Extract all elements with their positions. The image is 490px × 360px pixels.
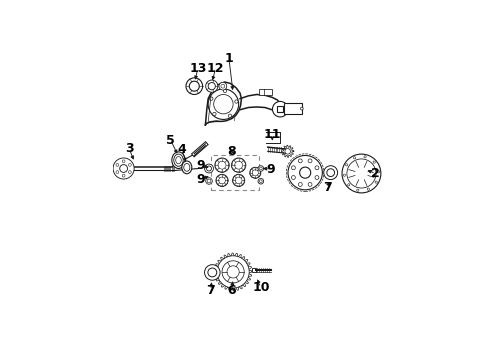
Circle shape bbox=[272, 102, 288, 117]
Circle shape bbox=[292, 176, 295, 180]
Circle shape bbox=[128, 163, 131, 166]
Circle shape bbox=[213, 112, 216, 116]
Circle shape bbox=[222, 261, 244, 283]
Circle shape bbox=[227, 266, 239, 278]
Circle shape bbox=[215, 158, 229, 172]
Circle shape bbox=[377, 171, 380, 173]
Circle shape bbox=[122, 160, 125, 163]
Circle shape bbox=[223, 89, 226, 93]
Ellipse shape bbox=[176, 157, 181, 164]
Circle shape bbox=[288, 156, 322, 190]
Text: 7: 7 bbox=[207, 284, 215, 297]
Circle shape bbox=[258, 166, 264, 171]
Bar bbox=[259, 89, 272, 95]
Circle shape bbox=[308, 159, 312, 163]
Text: 2: 2 bbox=[371, 167, 380, 180]
Circle shape bbox=[375, 181, 377, 183]
Text: 13: 13 bbox=[189, 62, 207, 75]
Circle shape bbox=[219, 82, 227, 90]
Circle shape bbox=[221, 84, 225, 88]
Polygon shape bbox=[205, 82, 242, 125]
Text: 7: 7 bbox=[323, 181, 332, 194]
Bar bbox=[284, 103, 302, 114]
Circle shape bbox=[285, 149, 291, 154]
Text: 5: 5 bbox=[167, 134, 175, 147]
Ellipse shape bbox=[172, 152, 185, 168]
Circle shape bbox=[298, 159, 302, 163]
Circle shape bbox=[128, 171, 131, 174]
Circle shape bbox=[345, 164, 348, 166]
Text: 8: 8 bbox=[227, 145, 236, 158]
Circle shape bbox=[231, 158, 246, 172]
Circle shape bbox=[300, 167, 311, 178]
Circle shape bbox=[233, 174, 245, 186]
Text: 11: 11 bbox=[263, 128, 281, 141]
Circle shape bbox=[206, 80, 218, 92]
Circle shape bbox=[206, 177, 212, 184]
Circle shape bbox=[228, 114, 232, 117]
Text: 9: 9 bbox=[267, 163, 275, 176]
Circle shape bbox=[367, 188, 369, 190]
Circle shape bbox=[347, 159, 376, 188]
Circle shape bbox=[327, 169, 335, 176]
Circle shape bbox=[292, 166, 295, 170]
Circle shape bbox=[235, 161, 243, 169]
Text: 6: 6 bbox=[227, 284, 236, 297]
Ellipse shape bbox=[184, 163, 190, 171]
Circle shape bbox=[204, 265, 220, 280]
Circle shape bbox=[308, 183, 312, 186]
Circle shape bbox=[208, 89, 239, 120]
Circle shape bbox=[189, 81, 199, 91]
Circle shape bbox=[343, 174, 345, 176]
Circle shape bbox=[214, 94, 233, 114]
Circle shape bbox=[235, 177, 242, 184]
Bar bbox=[211, 156, 259, 190]
Circle shape bbox=[259, 180, 262, 183]
Circle shape bbox=[315, 166, 319, 170]
Circle shape bbox=[116, 171, 119, 174]
Circle shape bbox=[207, 179, 211, 183]
Bar bbox=[252, 268, 256, 272]
Circle shape bbox=[116, 163, 119, 166]
Circle shape bbox=[347, 184, 350, 186]
Text: 3: 3 bbox=[125, 142, 133, 155]
Text: 4: 4 bbox=[177, 143, 186, 157]
Circle shape bbox=[122, 174, 125, 177]
Circle shape bbox=[186, 78, 203, 94]
Text: 10: 10 bbox=[252, 281, 270, 294]
Circle shape bbox=[120, 165, 127, 172]
Circle shape bbox=[250, 167, 261, 178]
Circle shape bbox=[298, 183, 302, 186]
Text: 12: 12 bbox=[207, 62, 224, 75]
Text: 9: 9 bbox=[196, 172, 205, 185]
Circle shape bbox=[210, 97, 213, 100]
Text: 1: 1 bbox=[224, 52, 233, 65]
Circle shape bbox=[216, 174, 228, 186]
Circle shape bbox=[342, 154, 381, 193]
Circle shape bbox=[217, 256, 249, 288]
Circle shape bbox=[219, 177, 225, 184]
Circle shape bbox=[300, 107, 303, 110]
Circle shape bbox=[364, 156, 366, 158]
Circle shape bbox=[353, 157, 356, 159]
Circle shape bbox=[315, 176, 319, 180]
Circle shape bbox=[208, 268, 217, 277]
Circle shape bbox=[204, 164, 214, 173]
Circle shape bbox=[235, 100, 238, 103]
Circle shape bbox=[373, 161, 375, 163]
Circle shape bbox=[208, 82, 216, 90]
Circle shape bbox=[324, 166, 338, 180]
Ellipse shape bbox=[182, 161, 192, 174]
Circle shape bbox=[113, 158, 134, 179]
Bar bbox=[277, 106, 283, 112]
Ellipse shape bbox=[174, 154, 183, 166]
Circle shape bbox=[357, 189, 359, 191]
Circle shape bbox=[206, 166, 212, 171]
Circle shape bbox=[252, 170, 258, 176]
Circle shape bbox=[259, 167, 262, 170]
Text: 9: 9 bbox=[196, 159, 205, 172]
Circle shape bbox=[258, 179, 264, 184]
Circle shape bbox=[218, 161, 226, 169]
